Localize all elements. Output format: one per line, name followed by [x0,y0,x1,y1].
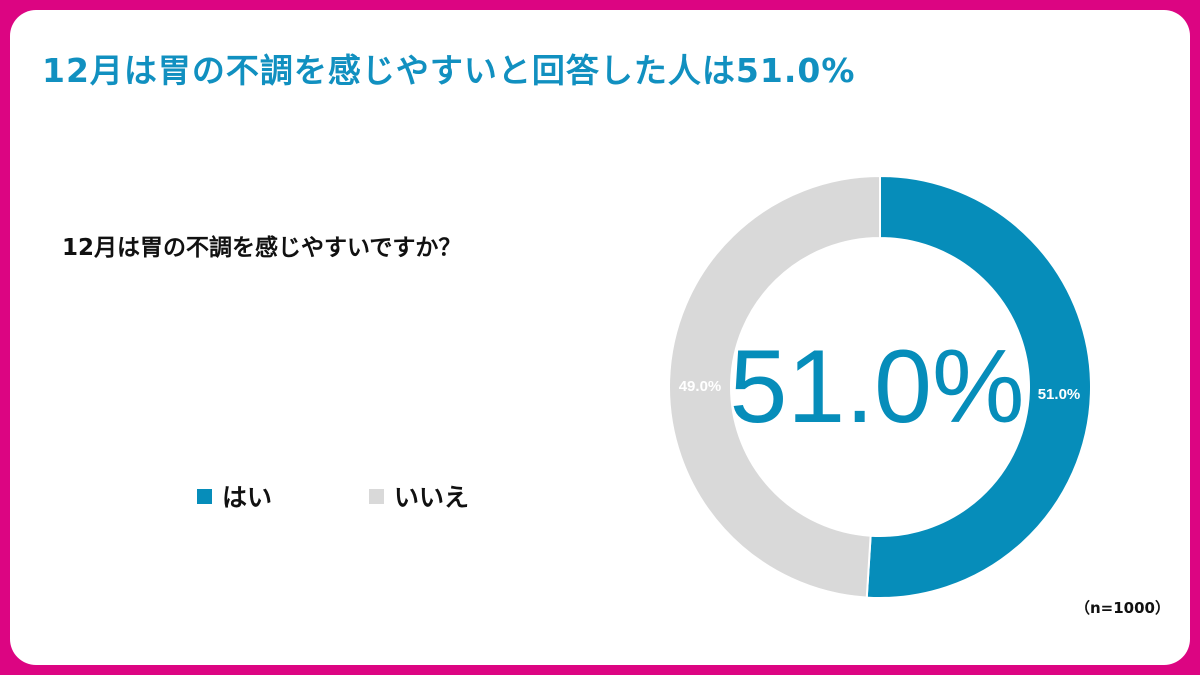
legend-item-yes: はい [197,478,272,514]
page-title: 12月は胃の不調を感じやすいと回答した人は51.0% [42,51,856,90]
legend-swatch-no [369,488,384,504]
legend-label-no: いいえ [394,483,470,512]
legend-swatch-yes [197,488,212,504]
chart-title: 12月は胃の不調を感じやすいですか？ [62,235,462,261]
donut-slice-no [668,174,881,599]
sample-size-note: （n=1000） [1075,599,1170,617]
donut-slice-yes [865,174,1092,599]
legend-item-no: いいえ [369,478,469,514]
data-label-yes: 51.0% [1038,386,1081,403]
legend-label-yes: はい [222,483,273,512]
center-label: 51.0% [730,329,1025,445]
data-label-no: 49.0% [679,378,722,395]
